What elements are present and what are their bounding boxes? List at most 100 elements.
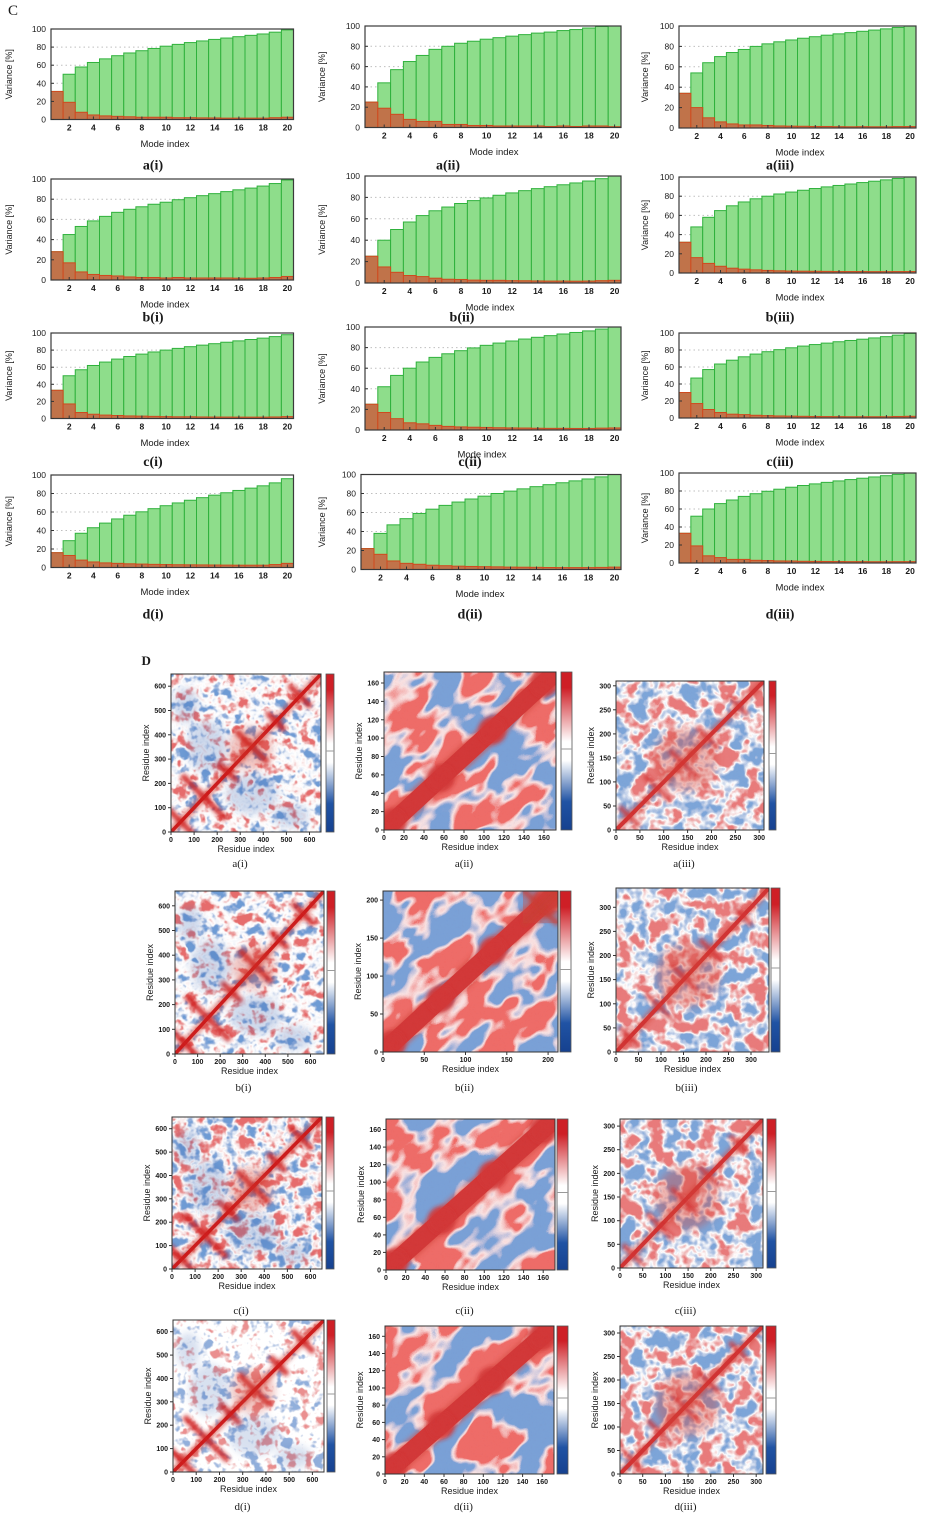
- svg-text:80: 80: [37, 42, 47, 52]
- svg-text:14: 14: [533, 433, 543, 443]
- svg-text:200: 200: [212, 1274, 224, 1281]
- svg-text:600: 600: [155, 1126, 167, 1133]
- svg-text:250: 250: [603, 1354, 615, 1361]
- svg-text:100: 100: [478, 1275, 490, 1282]
- svg-text:20: 20: [283, 283, 293, 293]
- svg-text:40: 40: [351, 235, 361, 245]
- svg-text:40: 40: [665, 230, 675, 240]
- svg-text:Residue index: Residue index: [218, 1281, 276, 1291]
- svg-text:0: 0: [384, 1275, 388, 1282]
- svg-text:150: 150: [678, 1057, 690, 1064]
- svg-text:14: 14: [533, 131, 543, 141]
- svg-text:60: 60: [37, 362, 47, 372]
- svg-text:0: 0: [669, 268, 674, 278]
- svg-text:20: 20: [37, 96, 47, 106]
- svg-text:8: 8: [140, 123, 145, 133]
- svg-text:0: 0: [375, 828, 379, 835]
- svg-text:80: 80: [373, 1197, 381, 1204]
- svg-text:14: 14: [210, 123, 220, 133]
- svg-text:0: 0: [669, 413, 674, 423]
- svg-text:200: 200: [599, 731, 611, 738]
- svg-text:300: 300: [155, 1196, 167, 1203]
- svg-text:Residue index: Residue index: [442, 1064, 500, 1074]
- svg-text:0: 0: [669, 123, 674, 133]
- svg-text:2: 2: [694, 421, 699, 431]
- svg-text:100: 100: [660, 21, 674, 31]
- svg-text:Residue index: Residue index: [586, 726, 596, 784]
- svg-text:b(i): b(i): [236, 1082, 252, 1094]
- svg-text:2: 2: [67, 422, 72, 432]
- svg-text:6: 6: [742, 566, 747, 576]
- svg-text:16: 16: [559, 433, 569, 443]
- svg-text:2: 2: [694, 566, 699, 576]
- svg-text:12: 12: [811, 276, 821, 286]
- svg-text:60: 60: [665, 362, 675, 372]
- svg-text:4: 4: [404, 573, 409, 583]
- svg-text:2: 2: [382, 131, 387, 141]
- svg-text:100: 100: [346, 322, 360, 332]
- svg-text:10: 10: [161, 123, 171, 133]
- svg-text:160: 160: [368, 1334, 380, 1341]
- svg-text:14: 14: [533, 286, 543, 296]
- svg-text:18: 18: [584, 573, 594, 583]
- svg-text:100: 100: [599, 1001, 611, 1008]
- svg-text:40: 40: [351, 82, 361, 92]
- svg-text:Variance [%]: Variance [%]: [317, 204, 327, 254]
- svg-text:d(i): d(i): [143, 608, 164, 623]
- svg-text:60: 60: [37, 60, 47, 70]
- svg-text:500: 500: [156, 1353, 168, 1360]
- svg-text:12: 12: [186, 123, 196, 133]
- svg-text:120: 120: [367, 717, 379, 724]
- svg-text:100: 100: [660, 468, 674, 478]
- svg-text:120: 120: [498, 1275, 510, 1282]
- svg-text:400: 400: [260, 1477, 272, 1484]
- svg-text:6: 6: [115, 123, 120, 133]
- svg-text:Mode index: Mode index: [775, 148, 824, 159]
- svg-text:300: 300: [156, 1399, 168, 1406]
- svg-text:300: 300: [603, 1124, 615, 1131]
- svg-text:20: 20: [610, 286, 620, 296]
- svg-text:50: 50: [420, 1057, 428, 1064]
- svg-text:4: 4: [407, 433, 412, 443]
- svg-text:60: 60: [371, 772, 379, 779]
- svg-text:Residue index: Residue index: [664, 1064, 722, 1074]
- svg-text:200: 200: [158, 1002, 170, 1009]
- svg-text:Mode index: Mode index: [455, 589, 504, 600]
- svg-text:500: 500: [154, 708, 166, 715]
- svg-text:16: 16: [234, 571, 244, 581]
- svg-text:80: 80: [460, 1479, 468, 1486]
- svg-text:4: 4: [407, 286, 412, 296]
- svg-text:4: 4: [91, 571, 96, 581]
- svg-text:100: 100: [603, 1425, 615, 1432]
- svg-text:12: 12: [507, 286, 517, 296]
- svg-text:40: 40: [347, 527, 357, 537]
- svg-text:600: 600: [154, 684, 166, 691]
- svg-text:2: 2: [694, 276, 699, 286]
- svg-text:100: 100: [660, 1273, 672, 1280]
- svg-text:250: 250: [599, 929, 611, 936]
- svg-text:100: 100: [603, 1218, 615, 1225]
- svg-text:20: 20: [665, 103, 675, 113]
- svg-text:150: 150: [682, 1273, 694, 1280]
- svg-text:400: 400: [259, 1059, 271, 1066]
- svg-text:20: 20: [610, 573, 620, 583]
- svg-text:0: 0: [163, 1267, 167, 1274]
- svg-text:400: 400: [257, 837, 269, 844]
- svg-text:b(ii): b(ii): [455, 1082, 474, 1094]
- svg-text:500: 500: [155, 1150, 167, 1157]
- svg-text:8: 8: [766, 131, 771, 141]
- svg-text:b(iii): b(iii): [766, 311, 795, 326]
- svg-text:Mode index: Mode index: [775, 583, 824, 594]
- svg-text:600: 600: [158, 903, 170, 910]
- svg-text:Residue index: Residue index: [143, 1367, 153, 1425]
- svg-text:a(i): a(i): [143, 159, 164, 174]
- svg-text:200: 200: [542, 1057, 554, 1064]
- svg-text:6: 6: [742, 276, 747, 286]
- svg-text:300: 300: [154, 757, 166, 764]
- svg-text:100: 100: [660, 1479, 672, 1486]
- svg-text:600: 600: [307, 1477, 319, 1484]
- svg-text:160: 160: [369, 1127, 381, 1134]
- svg-text:Residue index: Residue index: [356, 1165, 366, 1223]
- svg-text:400: 400: [154, 732, 166, 739]
- svg-text:250: 250: [599, 707, 611, 714]
